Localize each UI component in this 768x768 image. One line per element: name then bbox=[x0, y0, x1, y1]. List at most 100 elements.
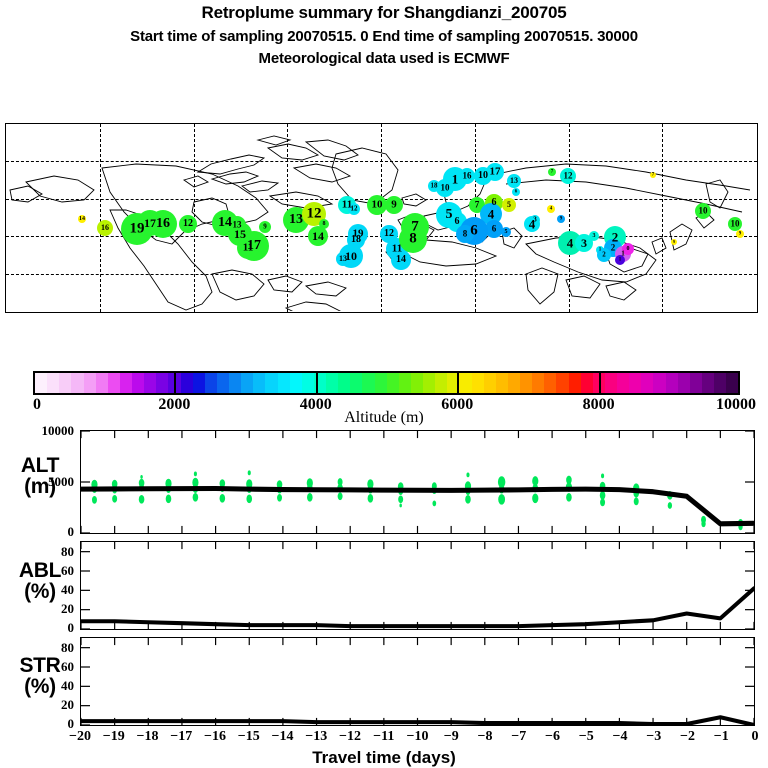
colorbar-swatch-55 bbox=[701, 373, 714, 393]
plume-blob bbox=[259, 221, 271, 233]
plume-blob-label: 2 bbox=[602, 250, 606, 259]
plume-blob-label: 6 bbox=[514, 189, 518, 195]
plume-blob-label: 19 bbox=[129, 220, 145, 237]
plume-blob-label: 1 bbox=[621, 249, 625, 258]
x-tick-label: −16 bbox=[204, 729, 226, 744]
plume-blob-label: 1 bbox=[618, 257, 622, 263]
plume-blob-label: 15 bbox=[234, 227, 246, 241]
alt-scatter-point bbox=[497, 476, 506, 488]
x-tick-label: −10 bbox=[406, 729, 429, 744]
alt-scatter-point bbox=[667, 502, 673, 509]
plume-blob bbox=[486, 163, 504, 181]
plume-blob-label: 6 bbox=[470, 222, 478, 239]
plume-blob-label: 8 bbox=[322, 221, 326, 227]
plume-blob bbox=[547, 205, 555, 213]
plume-blob bbox=[502, 198, 516, 212]
colorbar-swatch-40 bbox=[520, 373, 533, 393]
alt-scatter-point bbox=[165, 494, 172, 504]
alt-panel-label: ALT (m) bbox=[4, 455, 76, 498]
plume-blob-label: 6 bbox=[491, 197, 497, 208]
y-tick-label: 80 bbox=[61, 639, 74, 655]
plume-blob bbox=[597, 248, 611, 262]
plume-blob-label: 9 bbox=[559, 216, 563, 222]
alt-scatter-point bbox=[138, 495, 145, 504]
colorbar-swatch-48 bbox=[617, 373, 630, 393]
plume-blob bbox=[557, 215, 565, 223]
plume-blob-label: 7 bbox=[550, 169, 554, 175]
colorbar-swatch-9 bbox=[144, 373, 157, 393]
x-tick-label: −15 bbox=[237, 729, 260, 744]
colorbar-swatch-16 bbox=[229, 373, 242, 393]
colorbar-swatch-2 bbox=[59, 373, 72, 393]
colorbar-swatch-1 bbox=[47, 373, 60, 393]
x-tick-label: −9 bbox=[443, 729, 459, 744]
colorbar-title: Altitude (m) bbox=[344, 409, 424, 426]
alt-chart[interactable] bbox=[80, 430, 755, 534]
x-tick-label: −18 bbox=[136, 729, 159, 744]
alt-scatter-point bbox=[432, 500, 437, 507]
alt-scatter-point bbox=[532, 493, 539, 504]
plume-blob bbox=[507, 174, 521, 188]
plume-blob-label: 4 bbox=[549, 206, 553, 212]
colorbar-divider-4000 bbox=[315, 371, 318, 395]
alt-scatter-point bbox=[633, 497, 639, 506]
altitude-colorbar[interactable] bbox=[33, 371, 740, 395]
alt-scatter-point bbox=[399, 503, 402, 508]
plume-blob bbox=[237, 237, 259, 259]
alt-scatter-point bbox=[600, 498, 606, 507]
plume-blob-label: 2 bbox=[610, 242, 616, 253]
colorbar-swatch-42 bbox=[544, 373, 557, 393]
plume-blob-label: 1 bbox=[451, 171, 459, 187]
plume-blob-label: 12 bbox=[563, 170, 573, 181]
plume-blob-label: 5 bbox=[504, 229, 508, 235]
x-tick-label: −12 bbox=[339, 729, 361, 744]
retroplume-map[interactable]: 14 16 19 17 16 12 14 13 15 17 11 9 13 12 14 8 11 12 10 19 18… bbox=[5, 123, 758, 313]
alt-scatter-point bbox=[112, 494, 118, 503]
plume-blob bbox=[485, 220, 503, 238]
colorbar-swatch-6 bbox=[107, 373, 120, 393]
plume-blob-label: 16 bbox=[462, 170, 472, 181]
series-line bbox=[81, 586, 754, 629]
alt-scatter-point bbox=[247, 470, 251, 476]
plume-blob bbox=[367, 195, 387, 215]
alt-scatter-point bbox=[566, 492, 572, 502]
colorbar-swatch-13 bbox=[192, 373, 205, 393]
y-tick-label: 0 bbox=[67, 620, 75, 635]
plume-blob-label: 10 bbox=[730, 218, 740, 229]
plume-blob-label: 14 bbox=[312, 229, 324, 243]
colorbar-swatch-5 bbox=[95, 373, 108, 393]
plume-blob bbox=[589, 231, 599, 241]
map-gridline-lon-6 bbox=[568, 124, 570, 312]
alt-scatter-point bbox=[532, 476, 539, 486]
x-tick-label: −5 bbox=[578, 729, 594, 744]
plume-blob bbox=[149, 210, 177, 238]
colorbar-swatch-37 bbox=[483, 373, 496, 393]
y-tick-label: 60 bbox=[61, 658, 74, 674]
colorbar-swatch-3 bbox=[71, 373, 84, 393]
map-inner: 14 16 19 17 16 12 14 13 15 17 11 9 13 12 14 8 11 12 10 19 18… bbox=[6, 124, 757, 312]
alt-scatter-point bbox=[140, 474, 143, 479]
colorbar-swatch-52 bbox=[665, 373, 678, 393]
plume-blob-label: 8 bbox=[409, 230, 417, 247]
plume-blob bbox=[615, 255, 625, 265]
alt-scatter-point bbox=[498, 494, 506, 505]
alt-scatter-point bbox=[367, 494, 374, 503]
alt-label-line2: (m) bbox=[24, 475, 56, 499]
plume-blob-label: 18 bbox=[430, 181, 438, 190]
colorbar-swatch-20 bbox=[277, 373, 290, 393]
plume-blob bbox=[78, 215, 86, 223]
y-tick-label: 0 bbox=[67, 524, 75, 539]
colorbar-swatch-53 bbox=[677, 373, 690, 393]
x-tick-label: 0 bbox=[751, 729, 759, 744]
y-tick-label: 20 bbox=[61, 696, 74, 712]
colorbar-swatch-12 bbox=[180, 373, 193, 393]
colorbar-swatch-47 bbox=[604, 373, 617, 393]
x-tick-label: −7 bbox=[511, 729, 527, 744]
plume-blob-label: 12 bbox=[384, 228, 394, 239]
str-chart[interactable] bbox=[80, 637, 755, 726]
plume-blob-label: 18 bbox=[351, 234, 361, 245]
plume-blob-label: 11 bbox=[242, 241, 254, 254]
y-tick-label: 10000 bbox=[41, 423, 75, 438]
abl-chart[interactable] bbox=[80, 541, 755, 630]
meteorology-note: Meteorological data used is ECMWF bbox=[258, 50, 510, 67]
